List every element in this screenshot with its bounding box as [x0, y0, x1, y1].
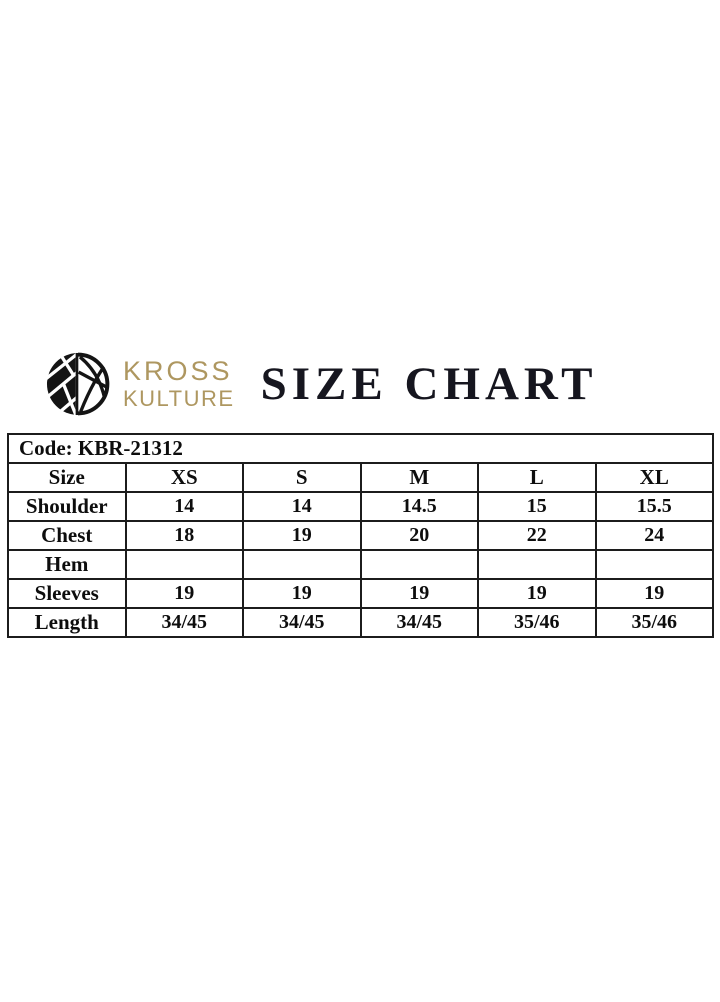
cell-value: 19	[594, 578, 714, 609]
cell-value: 20	[359, 520, 479, 551]
column-header-s: S	[242, 462, 362, 493]
cell-value	[477, 549, 597, 580]
cell-value: 24	[594, 520, 714, 551]
cell-value	[124, 549, 244, 580]
brand-header: KROSS KULTURE SIZE CHART	[45, 351, 598, 417]
cell-value	[242, 549, 362, 580]
cell-value: 35/46	[477, 607, 597, 638]
row-label: Hem	[7, 549, 127, 580]
size-chart-table: Code: KBR-21312 Size XS S M L XL Shoulde…	[7, 433, 714, 638]
kross-kulture-globe-icon	[45, 351, 111, 417]
cell-value: 35/46	[594, 607, 714, 638]
cell-value	[594, 549, 714, 580]
cell-value: 15	[477, 491, 597, 522]
cell-value: 22	[477, 520, 597, 551]
cell-value: 19	[124, 578, 244, 609]
column-header-l: L	[477, 462, 597, 493]
cell-value: 14	[242, 491, 362, 522]
brand-name-line2: KULTURE	[123, 386, 235, 411]
column-header-m: M	[359, 462, 479, 493]
column-header-xl: XL	[594, 462, 714, 493]
cell-value	[359, 549, 479, 580]
table-row-length: Length 34/45 34/45 34/45 35/46 35/46	[7, 607, 714, 638]
cell-value: 34/45	[124, 607, 244, 638]
product-code: Code: KBR-21312	[7, 433, 714, 464]
table-row-sleeves: Sleeves 19 19 19 19 19	[7, 578, 714, 609]
page-title: SIZE CHART	[260, 358, 598, 410]
column-header-size: Size	[7, 462, 127, 493]
table-row-shoulder: Shoulder 14 14 14.5 15 15.5	[7, 491, 714, 522]
cell-value: 15.5	[594, 491, 714, 522]
cell-value: 19	[242, 520, 362, 551]
code-row: Code: KBR-21312	[7, 433, 714, 464]
cell-value: 19	[359, 578, 479, 609]
cell-value: 14.5	[359, 491, 479, 522]
row-label: Shoulder	[7, 491, 127, 522]
column-header-xs: XS	[124, 462, 244, 493]
cell-value: 34/45	[242, 607, 362, 638]
row-label: Length	[7, 607, 127, 638]
table-row-hem: Hem	[7, 549, 714, 580]
brand-name: KROSS KULTURE	[123, 358, 235, 410]
cell-value: 14	[124, 491, 244, 522]
column-header-row: Size XS S M L XL	[7, 462, 714, 493]
brand-name-line1: KROSS	[123, 356, 233, 386]
cell-value: 34/45	[359, 607, 479, 638]
cell-value: 19	[477, 578, 597, 609]
row-label: Chest	[7, 520, 127, 551]
table-row-chest: Chest 18 19 20 22 24	[7, 520, 714, 551]
cell-value: 18	[124, 520, 244, 551]
cell-value: 19	[242, 578, 362, 609]
row-label: Sleeves	[7, 578, 127, 609]
